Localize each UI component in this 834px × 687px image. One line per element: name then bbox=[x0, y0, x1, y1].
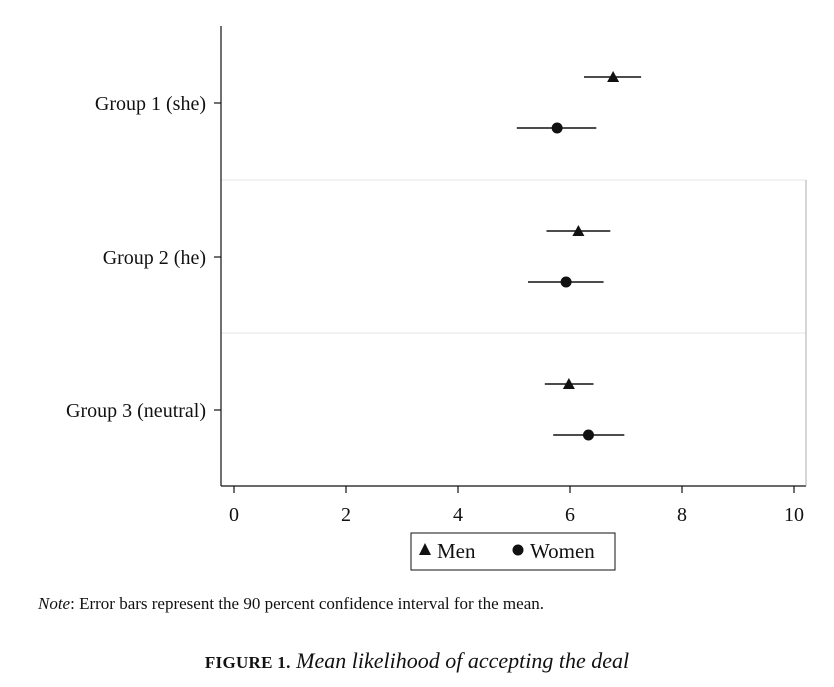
point-marker-men bbox=[562, 378, 575, 389]
x-tick-label: 2 bbox=[341, 504, 351, 526]
legend-label-women: Women bbox=[530, 539, 595, 563]
point-marker-women bbox=[582, 429, 594, 441]
legend-marker-women bbox=[512, 544, 524, 556]
figure-note: Note: Error bars represent the 90 percen… bbox=[38, 594, 544, 614]
x-tick-label: 10 bbox=[784, 504, 804, 526]
y-category-label: Group 2 (he) bbox=[103, 247, 206, 269]
x-tick-label: 8 bbox=[677, 504, 687, 526]
figure-label: FIGURE 1. bbox=[204, 653, 291, 672]
legend-label-men: Men bbox=[437, 539, 476, 563]
point-marker-women bbox=[551, 122, 563, 134]
y-category-label: Group 3 (neutral) bbox=[66, 400, 206, 422]
figure-caption: FIGURE 1. Mean likelihood of accepting t… bbox=[0, 648, 834, 674]
x-tick-label: 0 bbox=[229, 504, 239, 526]
x-tick-label: 6 bbox=[565, 504, 575, 526]
point-marker-men bbox=[572, 225, 585, 236]
legend-marker-men bbox=[419, 543, 431, 555]
note-prefix: Note bbox=[38, 594, 71, 613]
x-tick-label: 4 bbox=[453, 504, 463, 526]
figure-chart: 0 2 4 6 8 10 Group 1 (she) Group 2 (he) Group 3 … bbox=[66, 26, 807, 571]
note-text: : Error bars represent the 90 percent co… bbox=[70, 594, 545, 613]
point-marker-women bbox=[560, 276, 572, 288]
point-marker-men bbox=[607, 71, 620, 82]
y-category-label: Group 1 (she) bbox=[95, 93, 206, 115]
figure-title: Mean likelihood of accepting the deal bbox=[296, 648, 630, 673]
